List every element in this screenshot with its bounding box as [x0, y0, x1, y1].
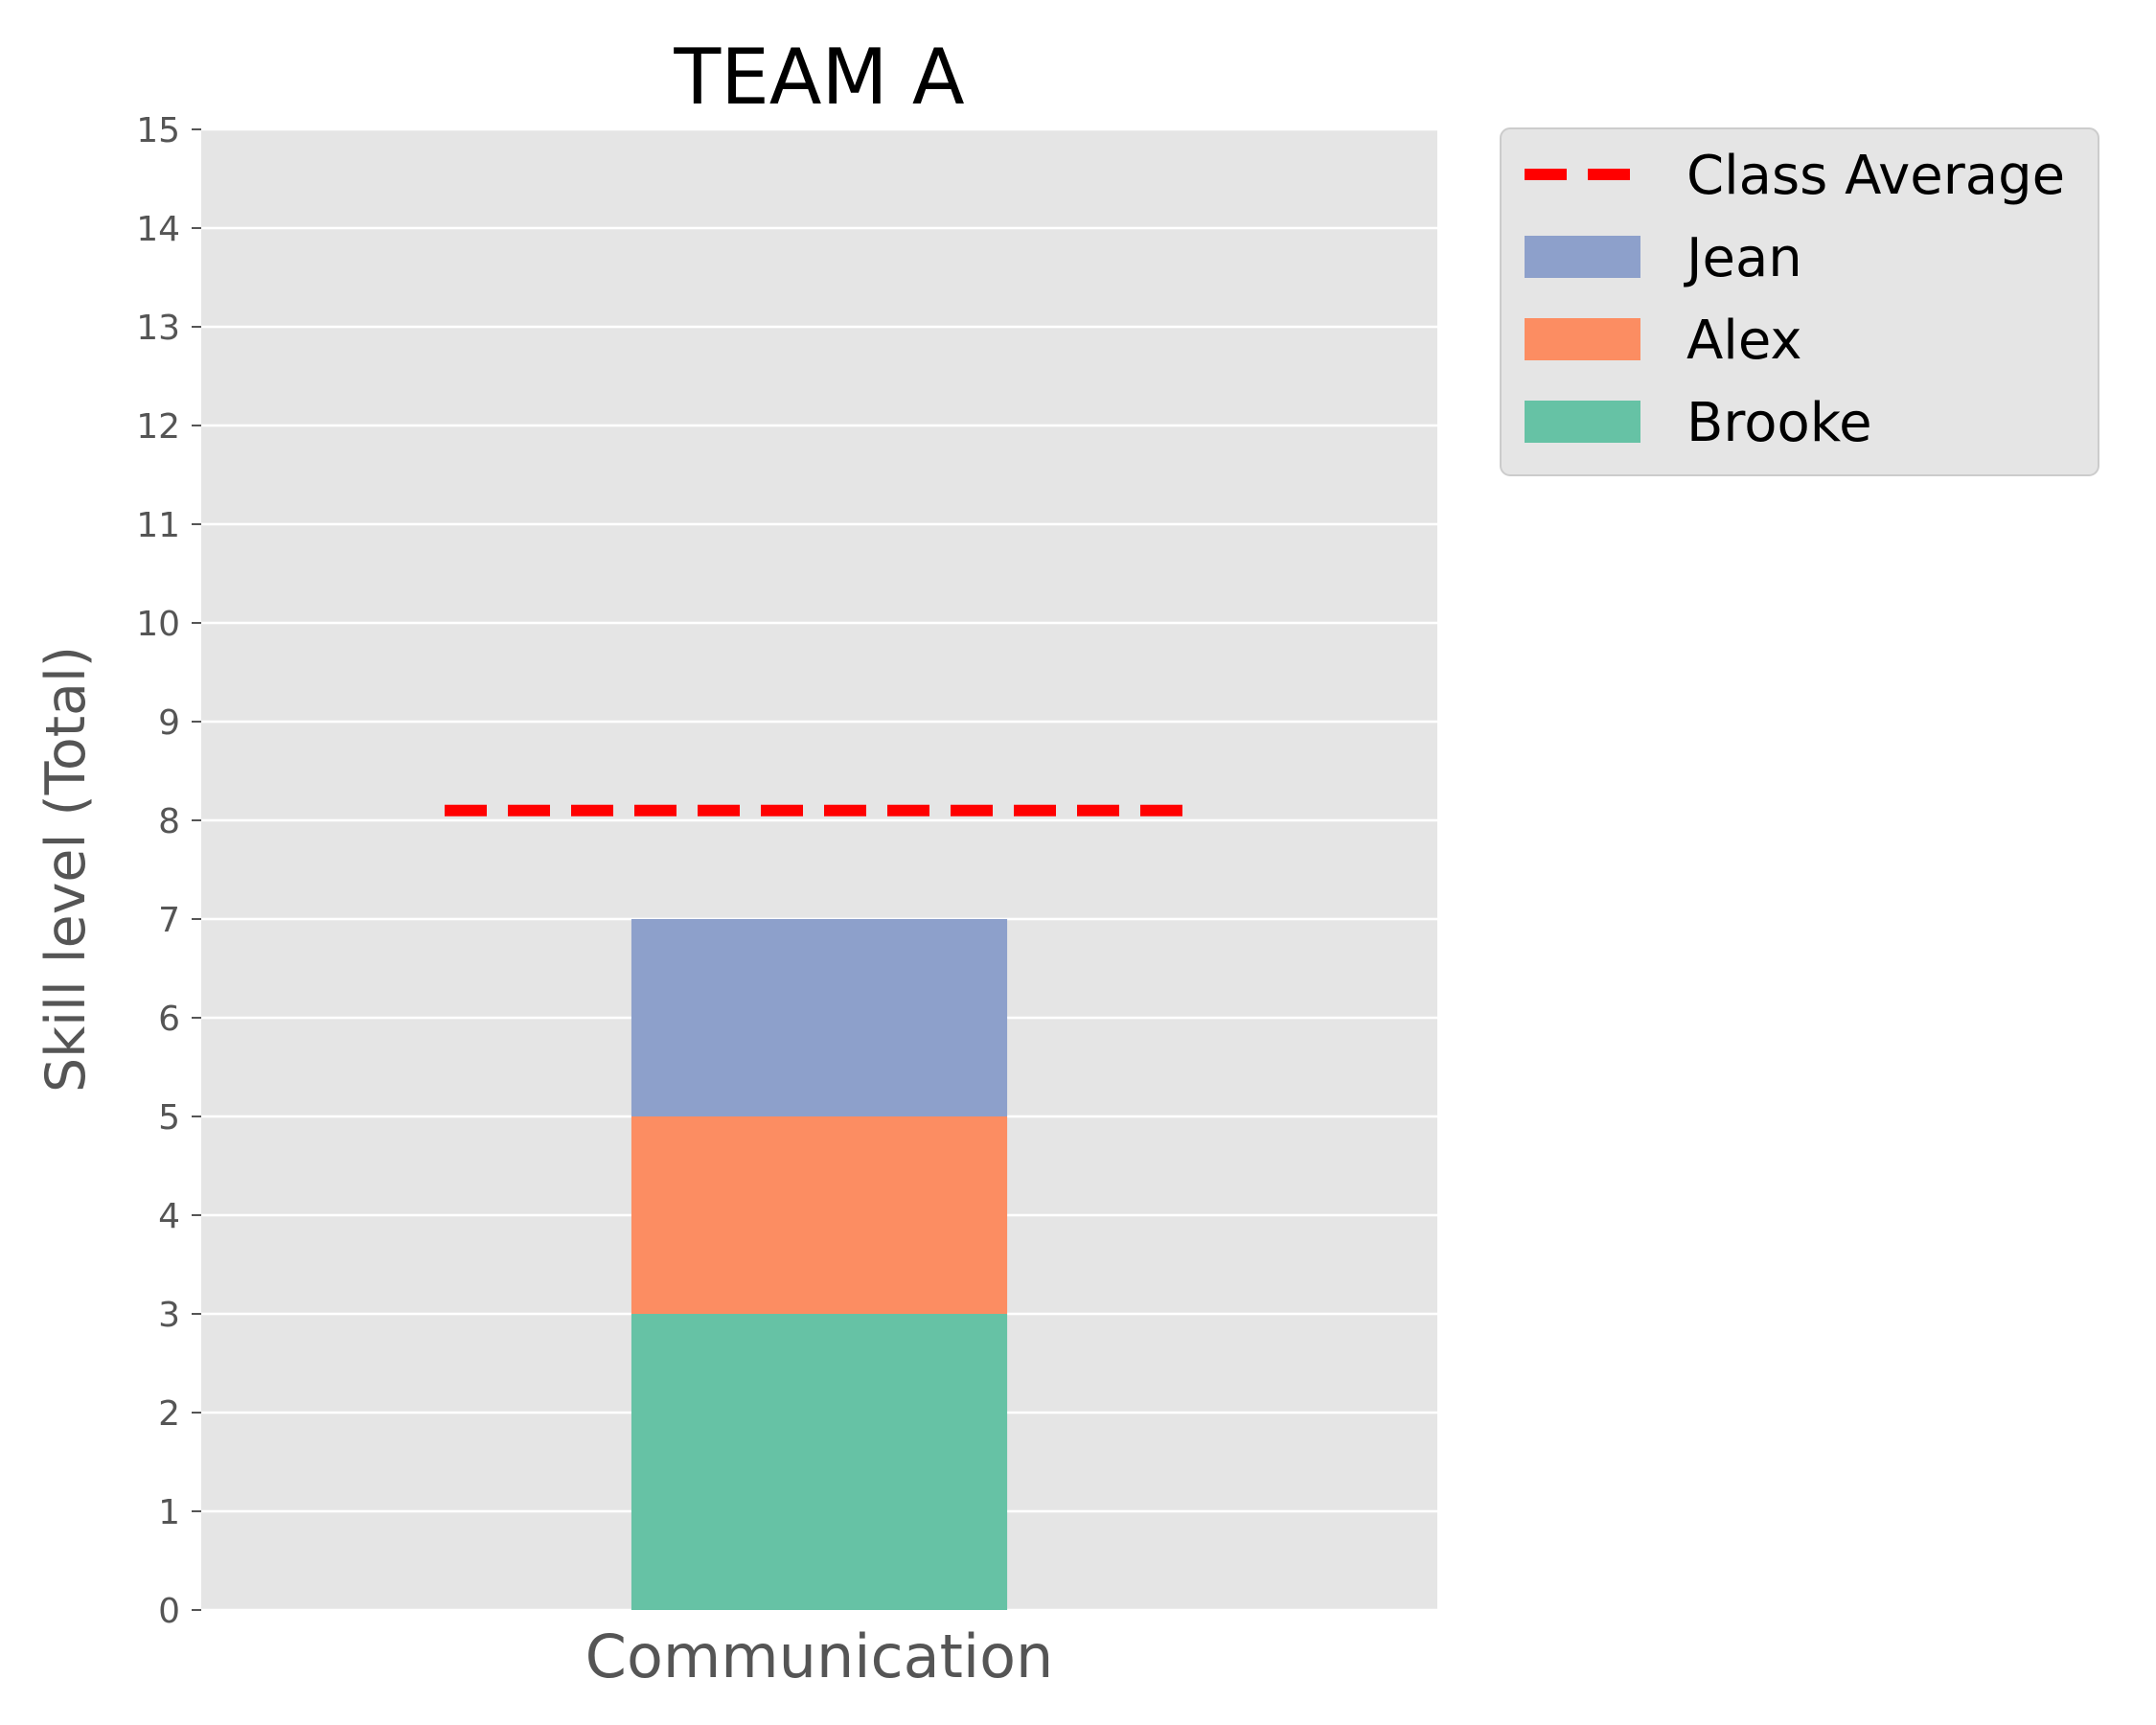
y-tick-label: 7	[158, 901, 180, 940]
grid-lines	[201, 127, 1437, 1612]
y-tick-label: 2	[158, 1394, 180, 1434]
legend: Class Average Jean Alex Brooke	[1500, 127, 2099, 476]
y-tick-label: 13	[136, 309, 180, 348]
y-tick-label: 10	[136, 605, 180, 644]
legend-box	[1500, 127, 2099, 476]
y-tick-label: 1	[158, 1493, 180, 1532]
x-tick-label: Communication	[585, 1622, 1054, 1691]
y-tick-label: 14	[136, 210, 180, 249]
legend-swatch-brooke	[1525, 401, 1640, 443]
legend-entry: Jean	[1684, 227, 1802, 289]
legend-swatch-jean	[1525, 236, 1640, 278]
y-axis-label: Skill level (Total)	[34, 646, 98, 1092]
bar-jean	[631, 919, 1008, 1116]
legend-entry: Brooke	[1686, 392, 1872, 454]
y-tick-label: 5	[158, 1098, 180, 1138]
legend-entry: Class Average	[1686, 145, 2065, 207]
x-axis: Communication	[585, 1622, 1054, 1691]
legend-entry: Alex	[1686, 310, 1801, 372]
y-tick-label: 12	[136, 407, 180, 447]
y-tick-label: 8	[158, 802, 180, 841]
chart-title: TEAM A	[673, 33, 965, 122]
bar-brooke	[631, 1314, 1008, 1610]
y-tick-label: 3	[158, 1296, 180, 1335]
y-tick-label: 0	[158, 1592, 180, 1631]
bar-alex	[631, 1116, 1008, 1314]
legend-swatch-alex	[1525, 318, 1640, 360]
y-tick-label: 9	[158, 703, 180, 743]
y-tick-label: 15	[136, 111, 180, 150]
y-tick-label: 11	[136, 506, 180, 545]
y-tick-label: 4	[158, 1197, 180, 1236]
y-tick-label: 6	[158, 1000, 180, 1039]
bars	[631, 919, 1008, 1610]
